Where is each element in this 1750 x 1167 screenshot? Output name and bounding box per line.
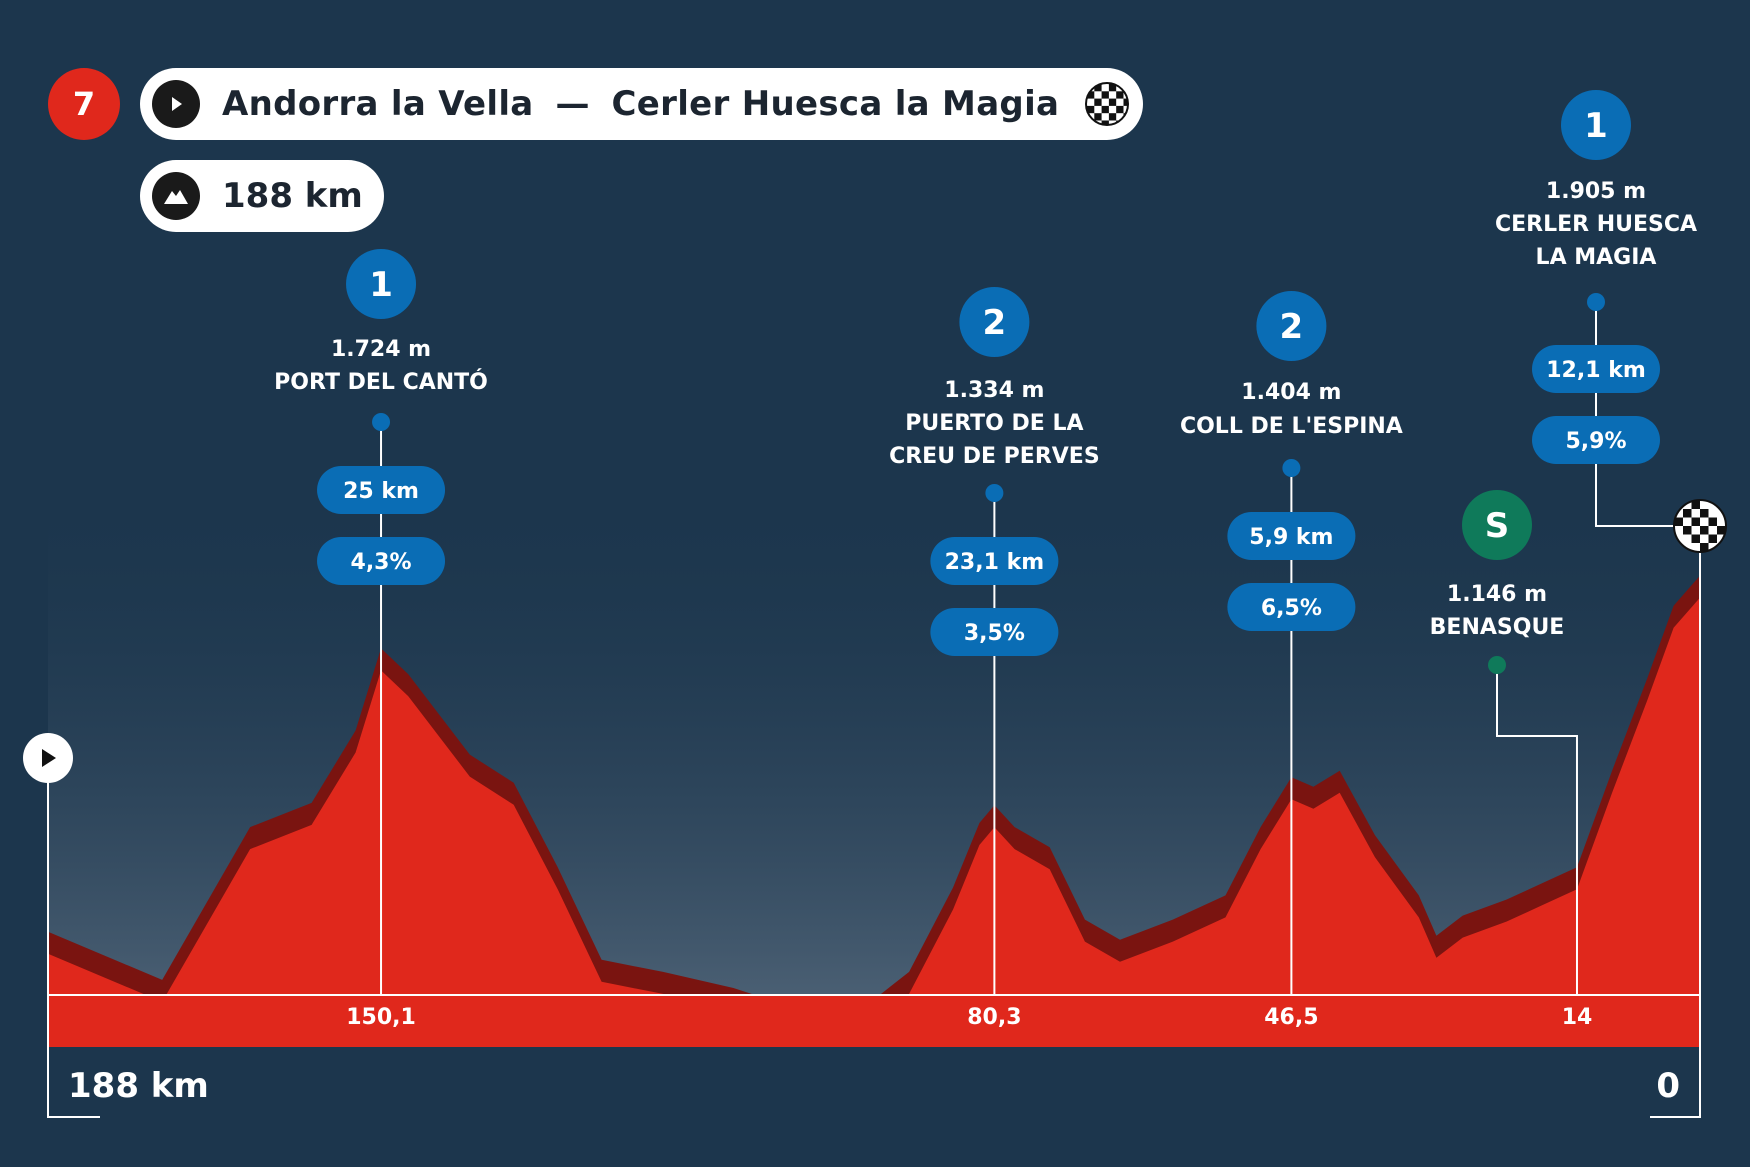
checkered-flag-icon — [1085, 82, 1130, 126]
climb-length-pill — [1532, 345, 1660, 393]
start-location: Andorra la Vella — [222, 84, 534, 124]
distance-badge: 188 km — [140, 160, 384, 232]
climb-length-pill — [1227, 512, 1356, 560]
finish-flag-marker — [1673, 499, 1727, 553]
category-label: S — [1485, 506, 1510, 546]
climb-length-label: 12,1 km — [1546, 358, 1646, 383]
point-name-label: CREU DE PERVES — [889, 444, 1100, 469]
point-name-label: PORT DEL CANTÓ — [274, 369, 488, 395]
x-tick-label: 14 — [1562, 1005, 1593, 1030]
elevation-label: 1.724 m — [331, 337, 431, 362]
elevation-label: 1.146 m — [1447, 582, 1547, 607]
start-distance-label: 188 km — [68, 1066, 209, 1106]
climb-gradient-pill — [1227, 583, 1356, 631]
climb-length-label: 25 km — [343, 479, 419, 504]
climb-marker: 1 1.724 m PORT DEL CANTÓ 25 km 4,3% — [274, 249, 488, 995]
finish-location: Cerler Huesca la Magia — [611, 84, 1060, 124]
climb-marker: 2 1.334 m PUERTO DE LA CREU DE PERVES 23,1 k… — [889, 287, 1100, 995]
climb-gradient-label: 3,5% — [964, 621, 1025, 646]
elevation-label: 1.905 m — [1546, 179, 1646, 204]
climb-marker: 2 1.404 m COLL DE L'ESPINA 5,9 km 6,5% — [1180, 291, 1403, 995]
stage-number-badge: 7 — [48, 68, 120, 140]
point-name-label: BENASQUE — [1430, 615, 1565, 640]
point-name-label: LA MAGIA — [1536, 245, 1657, 270]
point-name-label: PUERTO DE LA — [905, 411, 1083, 436]
finish-bracket — [1650, 548, 1701, 1118]
climb-length-pill — [317, 466, 446, 514]
x-tick-label: 150,1 — [346, 1005, 416, 1030]
category-label: 2 — [1280, 307, 1304, 347]
total-distance: 188 km — [222, 176, 363, 216]
finish-distance-label: 0 — [1656, 1066, 1680, 1106]
profile-area — [48, 597, 1700, 1043]
distance-band — [48, 995, 1700, 1047]
elevation-label: 1.334 m — [944, 378, 1044, 403]
category-label: 2 — [983, 303, 1007, 343]
climb-gradient-pill — [1532, 416, 1660, 464]
start-bracket — [47, 758, 100, 1118]
sprint-marker: S 1.146 m BENASQUE — [1430, 490, 1578, 995]
climb-gradient-label: 6,5% — [1261, 596, 1322, 621]
category-label: 1 — [369, 265, 393, 305]
start-marker — [23, 733, 73, 783]
climb-length-label: 5,9 km — [1249, 525, 1333, 550]
mountain-icon — [152, 172, 200, 220]
play-icon — [152, 80, 200, 128]
climb-gradient-pill — [930, 608, 1059, 656]
point-name-label: CERLER HUESCA — [1495, 212, 1697, 237]
x-tick-label: 46,5 — [1264, 1005, 1318, 1030]
x-tick-label: 80,3 — [967, 1005, 1021, 1030]
climb-marker: 1 1.905 m CERLER HUESCA LA MAGIA 12,1 km 5,9% — [1495, 90, 1697, 527]
route-separator: — — [555, 84, 590, 124]
climb-gradient-pill — [317, 537, 446, 585]
point-name-label: COLL DE L'ESPINA — [1180, 414, 1403, 439]
climb-length-pill — [930, 537, 1059, 585]
climb-length-label: 23,1 km — [945, 550, 1045, 575]
climb-gradient-label: 4,3% — [351, 550, 412, 575]
climb-gradient-label: 5,9% — [1565, 429, 1626, 454]
route-title: Andorra la Vella — Cerler Huesca la Magi… — [140, 68, 1144, 140]
elevation-label: 1.404 m — [1241, 380, 1341, 405]
category-label: 1 — [1584, 106, 1608, 146]
